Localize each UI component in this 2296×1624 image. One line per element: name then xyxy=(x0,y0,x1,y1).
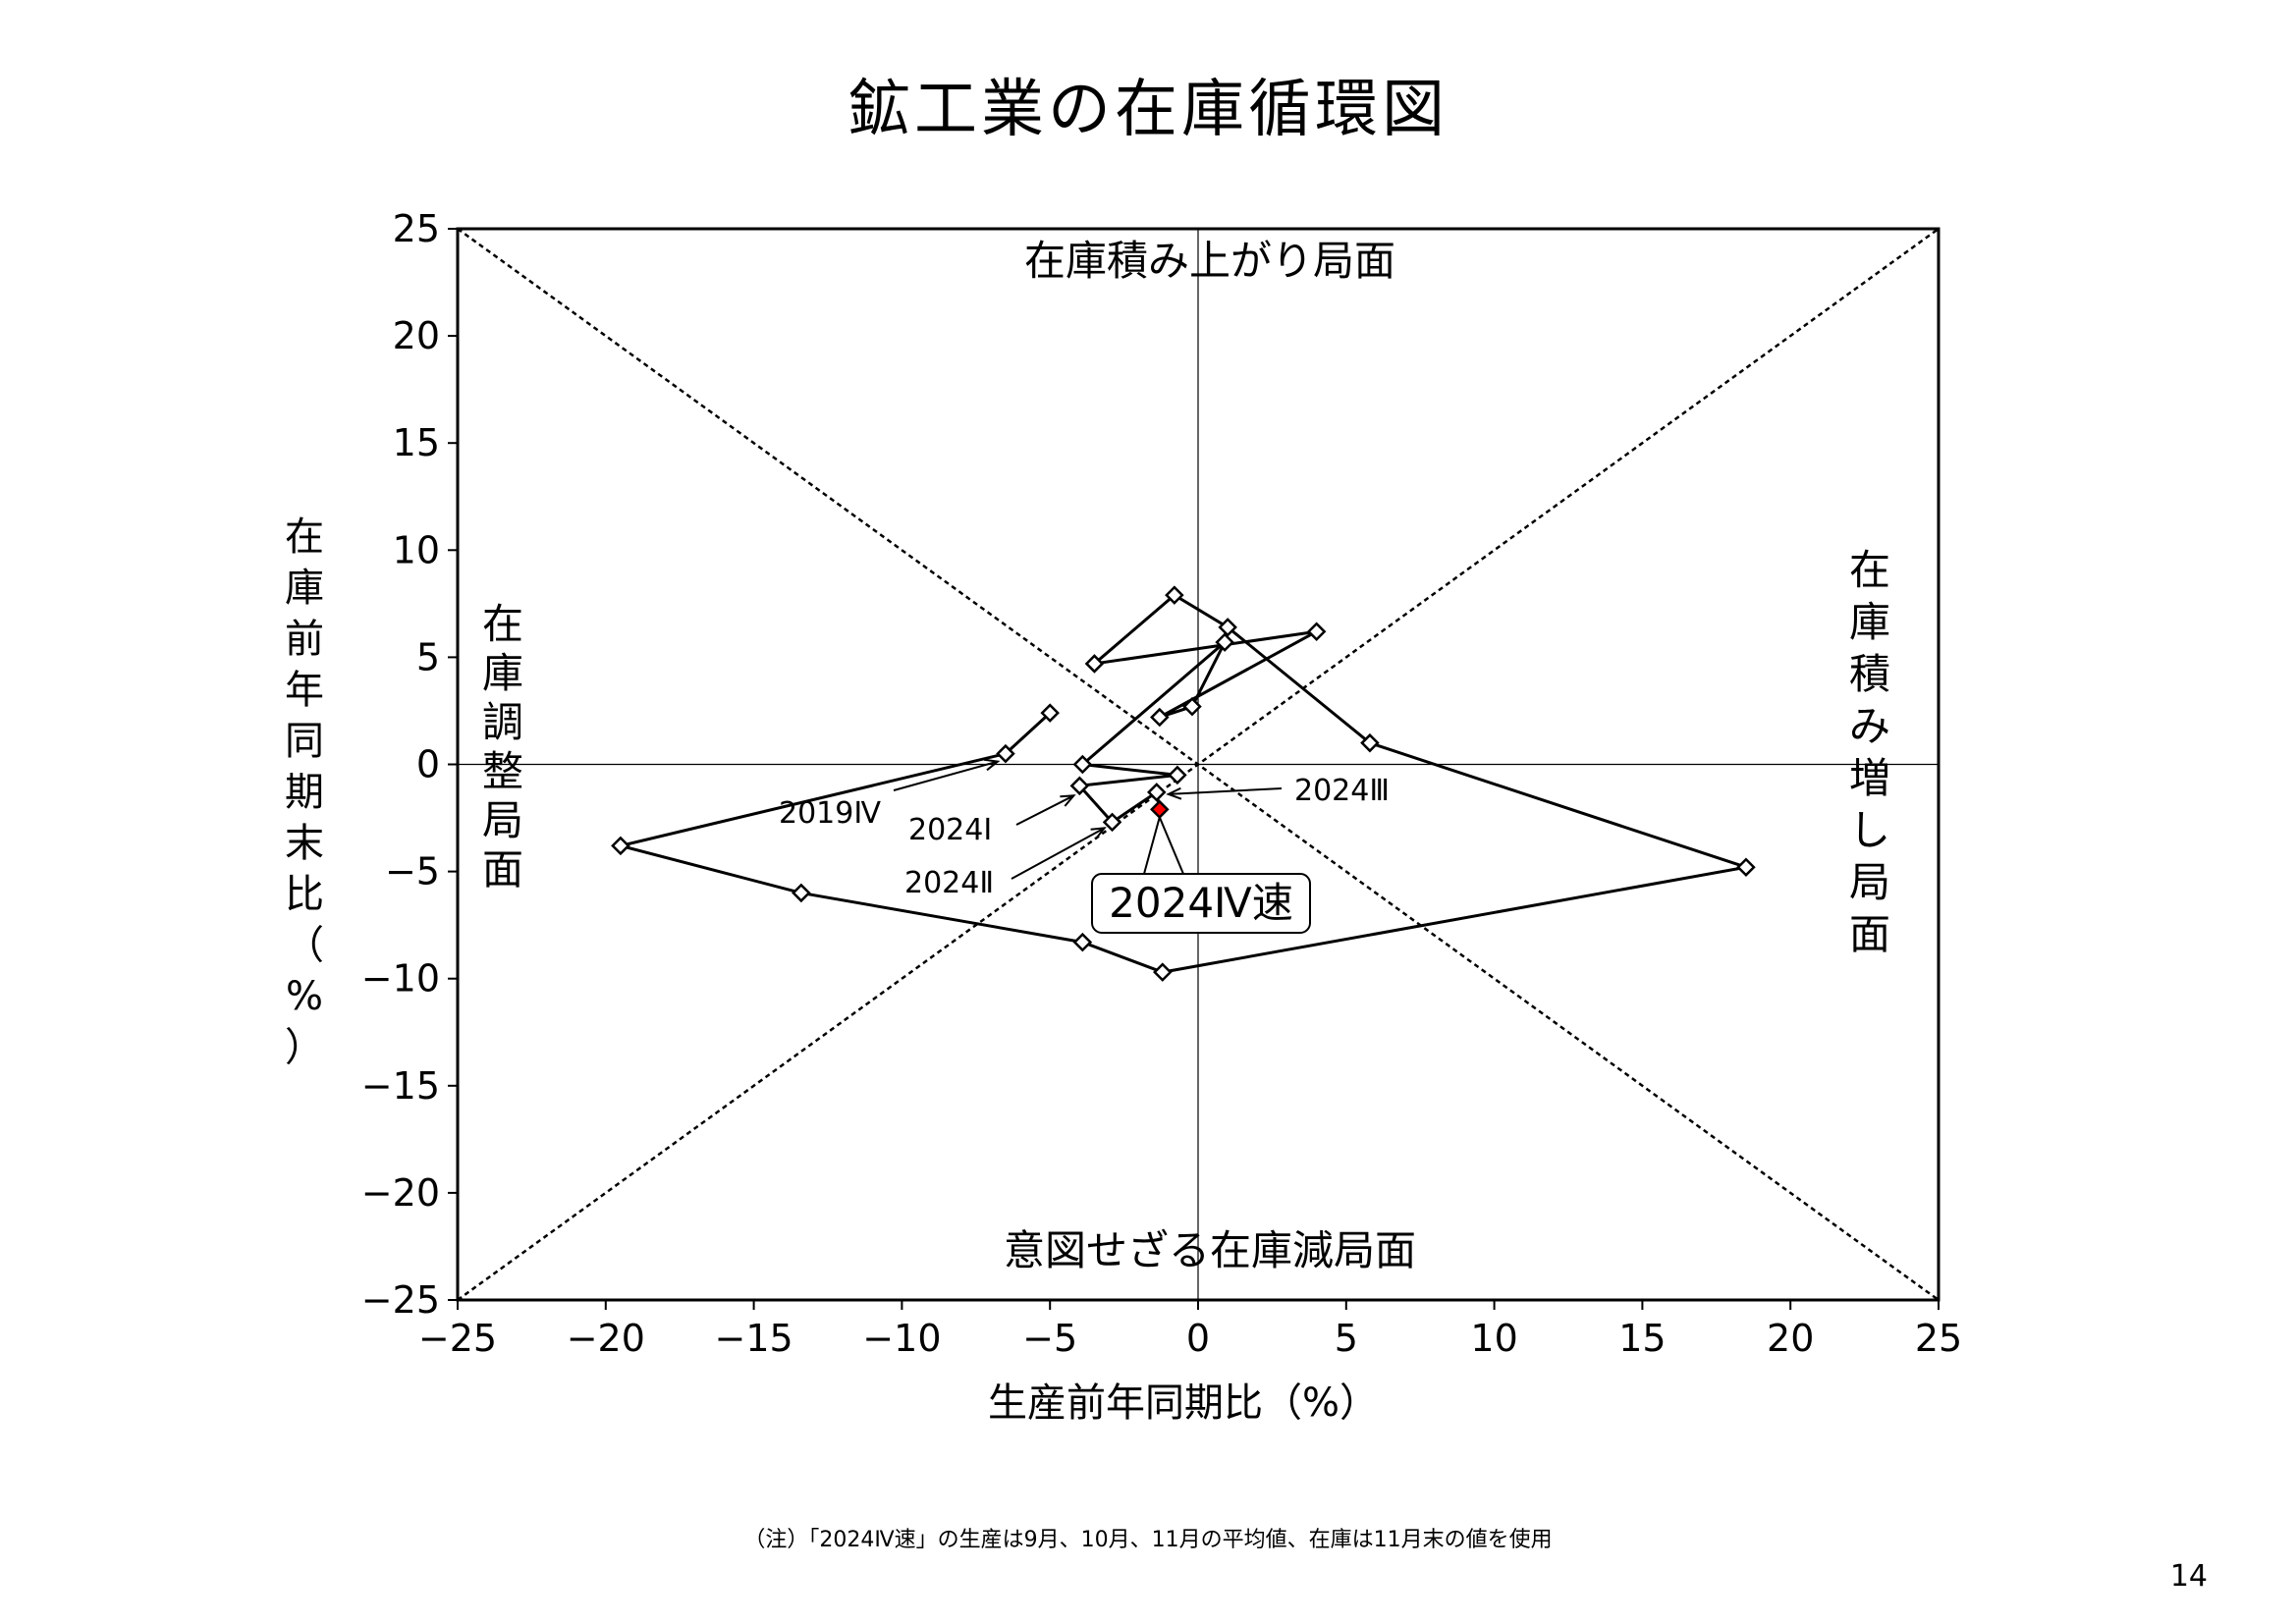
y-tick-label: −25 xyxy=(361,1278,440,1322)
y-tick-label: −15 xyxy=(361,1064,440,1108)
callout-leader xyxy=(1158,816,1184,875)
y-tick-label: 25 xyxy=(393,207,440,250)
latest-point-marker xyxy=(1150,799,1170,820)
y-tick-label: −5 xyxy=(385,850,440,893)
callout-arrowhead xyxy=(1060,794,1076,807)
callout-arrow xyxy=(893,760,999,791)
vertical-char: 比 xyxy=(285,872,324,917)
callout-arrowhead xyxy=(1090,827,1107,839)
vertical-char: 庫 xyxy=(482,649,523,697)
data-point-marker xyxy=(1153,962,1173,982)
callout-leader xyxy=(1143,817,1161,875)
x-tick-label: 25 xyxy=(1915,1317,1962,1360)
callout-label: 2019Ⅳ xyxy=(779,796,881,831)
data-point-marker xyxy=(1215,632,1234,652)
callout-label: 2024Ⅱ xyxy=(904,866,994,900)
y-tick-label: 5 xyxy=(416,635,440,678)
data-point-marker xyxy=(996,743,1015,764)
diagonal-line-up xyxy=(457,227,1940,1302)
callout-label: 2024Ⅰ xyxy=(908,813,992,847)
y-tick-label: 20 xyxy=(393,314,440,357)
vertical-char: し xyxy=(1849,806,1890,854)
callout-arrow xyxy=(1011,827,1106,880)
vertical-char: 整 xyxy=(482,747,523,795)
callout-arrowhead xyxy=(1166,786,1182,800)
vertical-char: 期 xyxy=(285,770,324,815)
data-point-marker xyxy=(1165,585,1184,605)
latest-callout-label: 2024Ⅳ速 xyxy=(1109,879,1293,927)
x-tick-label: 0 xyxy=(1186,1317,1210,1360)
x-tick-label: 20 xyxy=(1767,1317,1814,1360)
vertical-char: 調 xyxy=(482,698,523,746)
vertical-char: 庫 xyxy=(285,566,324,611)
x-tick-label: 5 xyxy=(1335,1317,1358,1360)
vertical-char: 在 xyxy=(285,514,324,560)
y-tick-label: 10 xyxy=(393,528,440,571)
vertical-char: 面 xyxy=(1849,910,1890,958)
footnote: （注）「2024Ⅳ速」の生産は9月、10月、11月の平均値、在庫は11月末の値を… xyxy=(743,1528,1553,1552)
x-tick-label: −15 xyxy=(714,1317,793,1360)
data-point-marker xyxy=(611,836,630,856)
region-bottom-label: 意図せざる在庫減局面 xyxy=(1004,1226,1416,1274)
vertical-char: 局 xyxy=(1849,858,1890,906)
vertical-char: 同 xyxy=(285,719,324,764)
data-point-marker xyxy=(1069,776,1090,796)
x-axis-label: 生産前年同期比（%） xyxy=(988,1380,1379,1426)
vertical-char: 面 xyxy=(482,845,523,893)
vertical-char: 年 xyxy=(285,668,324,713)
vertical-char: 在 xyxy=(482,600,523,648)
x-tick-label: −20 xyxy=(567,1317,645,1360)
x-tick-label: −10 xyxy=(862,1317,941,1360)
vertical-char: 庫 xyxy=(1849,598,1890,646)
data-point-marker xyxy=(1147,783,1167,802)
data-point-marker xyxy=(1102,812,1122,833)
x-tick-label: 15 xyxy=(1618,1317,1666,1360)
data-point-marker xyxy=(1150,707,1170,728)
latest-callout-box xyxy=(1091,873,1311,934)
vertical-char: （ xyxy=(285,923,324,968)
callout-label: 2024Ⅲ xyxy=(1294,774,1390,808)
data-point-marker xyxy=(1084,654,1105,674)
data-point-marker xyxy=(1072,754,1093,775)
data-point-marker xyxy=(1306,622,1327,641)
y-tick-label: 0 xyxy=(416,743,440,786)
data-point-marker xyxy=(1736,857,1756,878)
y-tick-label: −10 xyxy=(361,957,440,1001)
x-tick-label: −5 xyxy=(1022,1317,1077,1360)
vertical-char: み xyxy=(1849,702,1890,750)
data-point-marker xyxy=(1182,696,1202,717)
vertical-char: 積 xyxy=(1849,650,1890,698)
vertical-char: 前 xyxy=(285,617,324,662)
vertical-char: 局 xyxy=(482,796,523,844)
callout-arrow xyxy=(1015,794,1074,826)
x-tick-label: 10 xyxy=(1470,1317,1517,1360)
data-point-marker xyxy=(1218,618,1237,637)
page-title: 鉱工業の在庫循環図 xyxy=(847,74,1449,146)
x-tick-label: −25 xyxy=(418,1317,497,1360)
data-point-marker xyxy=(792,883,811,903)
data-point-marker xyxy=(1168,765,1187,785)
vertical-char: % xyxy=(286,974,323,1019)
vertical-char: ） xyxy=(285,1025,324,1070)
vertical-char: 末 xyxy=(285,821,324,866)
callout-arrowhead xyxy=(983,758,1001,772)
callout-arrow xyxy=(1168,787,1283,795)
data-point-marker xyxy=(1360,732,1380,753)
vertical-char: 増 xyxy=(1849,754,1890,802)
vertical-char: 在 xyxy=(1849,546,1890,594)
data-point-marker xyxy=(1072,932,1093,952)
y-tick-label: 15 xyxy=(393,421,440,464)
y-tick-label: −20 xyxy=(361,1171,440,1215)
page-number: 14 xyxy=(2169,1559,2208,1594)
region-top-label: 在庫積み上がり局面 xyxy=(1024,237,1395,285)
data-point-marker xyxy=(1040,703,1060,723)
